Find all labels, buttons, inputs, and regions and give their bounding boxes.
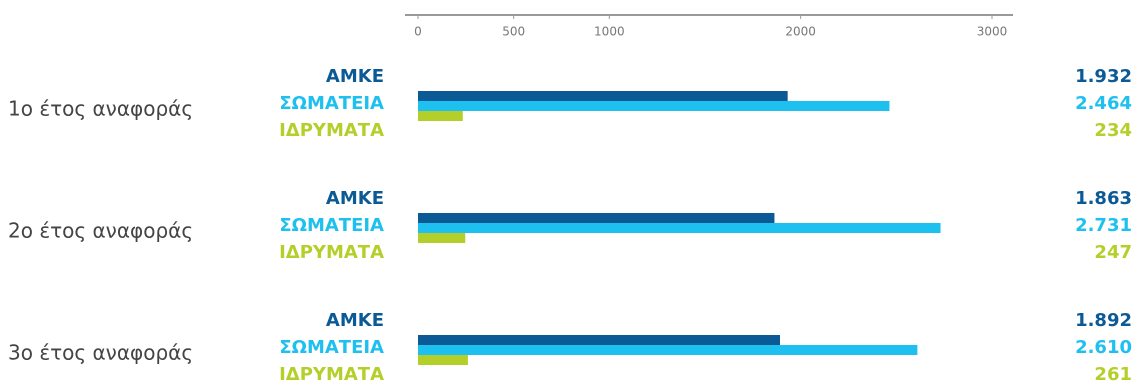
- value-label: 1.892: [1075, 310, 1132, 331]
- value-label: 2.731: [1075, 215, 1132, 236]
- value-label: 234: [1094, 120, 1132, 141]
- x-tick-label: 500: [502, 25, 525, 39]
- series-label: ΙΔΡΥΜΑΤΑ: [279, 364, 384, 385]
- bar: [418, 355, 468, 365]
- bar: [418, 213, 775, 223]
- series-label: ΑΜΚΕ: [326, 188, 384, 209]
- value-label: 247: [1094, 242, 1132, 263]
- series-label: ΣΩΜΑΤΕΙΑ: [279, 337, 384, 358]
- bar: [418, 111, 463, 121]
- x-tick-label: 3000: [977, 25, 1008, 39]
- value-label: 261: [1094, 364, 1132, 385]
- series-label: ΑΜΚΕ: [326, 310, 384, 331]
- series-label: ΙΔΡΥΜΑΤΑ: [279, 242, 384, 263]
- series-label: ΣΩΜΑΤΕΙΑ: [279, 215, 384, 236]
- series-label: ΑΜΚΕ: [326, 66, 384, 87]
- bar: [418, 233, 466, 243]
- category-label: 3ο έτος αναφοράς: [8, 341, 193, 365]
- x-tick-label: 2000: [785, 25, 816, 39]
- bar: [418, 345, 918, 355]
- x-tick-label: 1000: [594, 25, 625, 39]
- value-label: 1.932: [1075, 66, 1132, 87]
- bar: [418, 335, 781, 345]
- series-label: ΙΔΡΥΜΑΤΑ: [279, 120, 384, 141]
- bar: [418, 101, 890, 111]
- category-label: 2ο έτος αναφοράς: [8, 219, 193, 243]
- value-label: 1.863: [1075, 188, 1132, 209]
- series-label: ΣΩΜΑΤΕΙΑ: [279, 93, 384, 114]
- value-label: 2.610: [1075, 337, 1132, 358]
- value-label: 2.464: [1075, 93, 1132, 114]
- category-label: 1ο έτος αναφοράς: [8, 97, 193, 121]
- x-tick-label: 0: [414, 25, 422, 39]
- bar: [418, 223, 941, 233]
- bar: [418, 91, 788, 101]
